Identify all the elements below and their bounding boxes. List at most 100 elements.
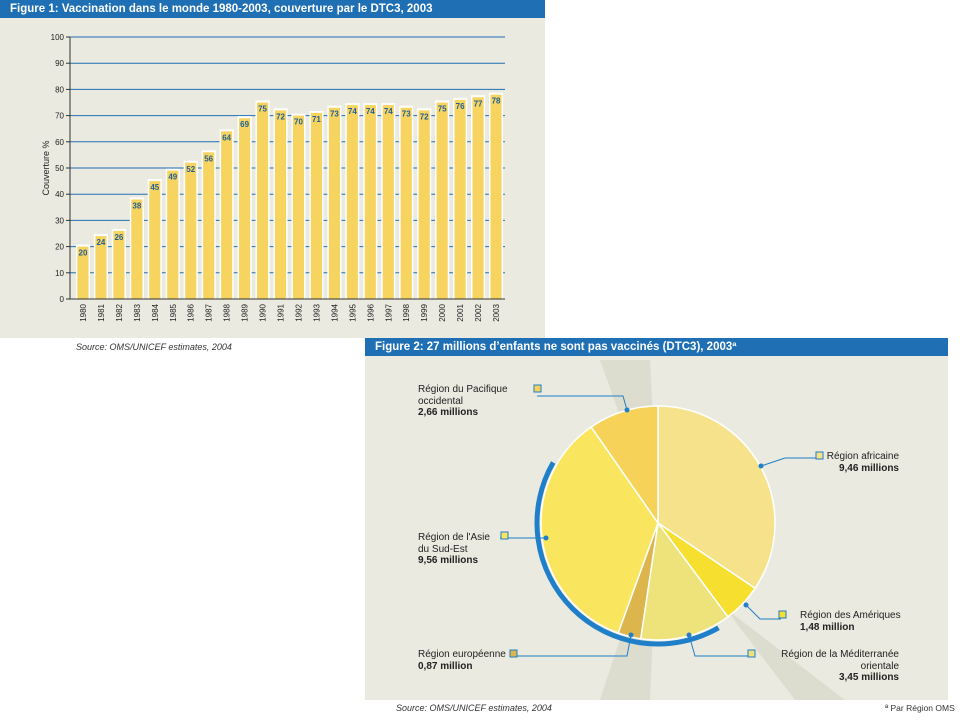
figure2-label: Figure 2:: [375, 341, 424, 353]
x-tick-label: 1994: [330, 303, 339, 321]
pie-slice: [590, 405, 659, 526]
bar: [382, 105, 394, 300]
x-tick-label: 1999: [420, 303, 429, 321]
leader-line: [515, 634, 632, 657]
x-tick-label: 1998: [402, 303, 411, 321]
y-tick-label: 80: [55, 85, 64, 94]
pie-label-mediterranee: Région de la Méditerranée orientale 3,45…: [765, 649, 899, 684]
y-tick-label: 40: [55, 190, 64, 199]
pie-label-europe: Région européenne 0,87 million: [418, 649, 506, 672]
pie-rim: [534, 461, 720, 647]
x-tick-label: 1995: [348, 303, 357, 321]
data-label: 78: [492, 97, 501, 106]
bar: [490, 94, 502, 299]
bar: [113, 230, 125, 299]
data-label: 69: [240, 120, 249, 129]
pie-label-pacifique-name2: occidental: [418, 395, 464, 407]
y-tick-label: 0: [60, 295, 65, 304]
leader-dot: [686, 632, 692, 638]
bar: [472, 97, 484, 299]
background-wedge: [725, 608, 845, 700]
figure2-panel: Figure 2: 27 millions d’enfants ne sont …: [365, 338, 948, 700]
x-tick-label: 2002: [474, 303, 483, 321]
figure1-header: Figure 1: Vaccination dans le monde 1980…: [0, 0, 545, 18]
pie-label-ameriques: Région des Amériques 1,48 million: [800, 610, 901, 633]
data-label: 77: [474, 99, 483, 108]
pie-slice: [639, 521, 729, 641]
y-tick-label: 30: [55, 216, 64, 225]
bar: [292, 115, 305, 299]
data-label: 71: [312, 115, 321, 124]
x-tick-label: 1986: [187, 303, 196, 321]
bar: [274, 110, 287, 299]
data-label: 45: [150, 183, 159, 192]
figure2-title: 27 millions d’enfants ne sont pas vaccin…: [426, 341, 737, 353]
data-label: 52: [186, 165, 195, 174]
legend-marker: [815, 451, 824, 460]
pie-label-pacifique: Région du Pacifique occidental 2,66 mill…: [418, 384, 508, 419]
bar-chart: 0 10 20 30 40 50 60 70 80 90 100 Couverture % 20 1980…: [41, 33, 505, 322]
x-tick-label: 1996: [366, 303, 375, 321]
figure1-panel: Figure 1: Vaccination dans le monde 1980…: [0, 0, 545, 338]
figure1-source: Source: OMS/UNICEF estimates, 2004: [76, 342, 232, 352]
bar: [400, 107, 412, 300]
x-tick-label: 1991: [277, 303, 286, 321]
figure2-source: Source: OMS/UNICEF estimates, 2004: [396, 703, 552, 713]
y-tick-label: 90: [55, 59, 64, 68]
x-tick-label: 1992: [294, 303, 303, 321]
leader-line: [760, 457, 817, 467]
leader-line: [537, 395, 628, 411]
x-tick-label: 1984: [151, 303, 160, 321]
leader-dot: [743, 602, 749, 608]
bar: [149, 181, 161, 299]
figure2-note: ª Par Région OMS: [885, 703, 955, 713]
pie-label-mediterranee-name2: orientale: [860, 660, 899, 672]
x-tick-label: 1983: [133, 303, 142, 321]
leader-dot: [758, 463, 764, 469]
legend-marker: [509, 649, 518, 658]
pie-label-asie: Région de l'Asie du Sud-Est 9,56 million…: [418, 532, 490, 567]
bar: [221, 131, 233, 299]
bar: [256, 102, 269, 299]
x-tick-label: 1987: [205, 303, 214, 321]
x-tick-label: 1988: [223, 303, 232, 321]
pie-label-mediterranee-name1: Région de la Méditerranée: [781, 649, 899, 660]
bar: [77, 246, 89, 299]
x-tick-label: 1989: [241, 303, 250, 321]
pie-label-africaine: Région africaine 9,46 millions: [785, 451, 899, 474]
data-label: 75: [438, 105, 447, 114]
data-label: 73: [402, 110, 411, 119]
legend-marker: [533, 384, 542, 393]
y-tick-label: 10: [55, 269, 64, 278]
data-label: 72: [276, 112, 285, 121]
x-tick-label: 2003: [492, 303, 501, 321]
pie-label-europe-name: Région européenne: [418, 649, 506, 660]
pie-label-asie-name2: du Sud-Est: [418, 543, 468, 555]
leader-line: [745, 604, 781, 620]
leader-dot: [543, 535, 549, 541]
legend-marker: [500, 531, 509, 540]
x-tick-label: 2001: [456, 303, 465, 321]
data-label: 74: [384, 107, 393, 116]
x-tick-label: 1990: [259, 303, 268, 321]
pie-label-asie-value: 9,56 millions: [418, 555, 479, 566]
pie-label-europe-value: 0,87 million: [418, 660, 473, 672]
data-label: 70: [294, 118, 303, 127]
x-tick-label: 2000: [438, 303, 447, 321]
bar: [203, 152, 215, 299]
legend-marker: [778, 610, 787, 619]
data-label: 64: [222, 133, 231, 142]
x-tick-label: 1981: [97, 303, 106, 321]
y-tick-label: 100: [51, 33, 65, 42]
pie-label-ameriques-name: Région des Amériques: [800, 610, 901, 621]
legend-marker: [747, 649, 756, 658]
data-label: 38: [132, 201, 141, 210]
data-label: 56: [204, 154, 213, 163]
x-tick-label: 1980: [79, 303, 88, 321]
leader-dot: [624, 407, 630, 413]
data-label: 20: [79, 249, 88, 258]
y-tick-label: 70: [55, 112, 64, 121]
figure1-label: Figure 1:: [10, 3, 59, 15]
pie-label-mediterranee-value: 3,45 millions: [838, 672, 899, 683]
data-label: 49: [168, 173, 177, 182]
